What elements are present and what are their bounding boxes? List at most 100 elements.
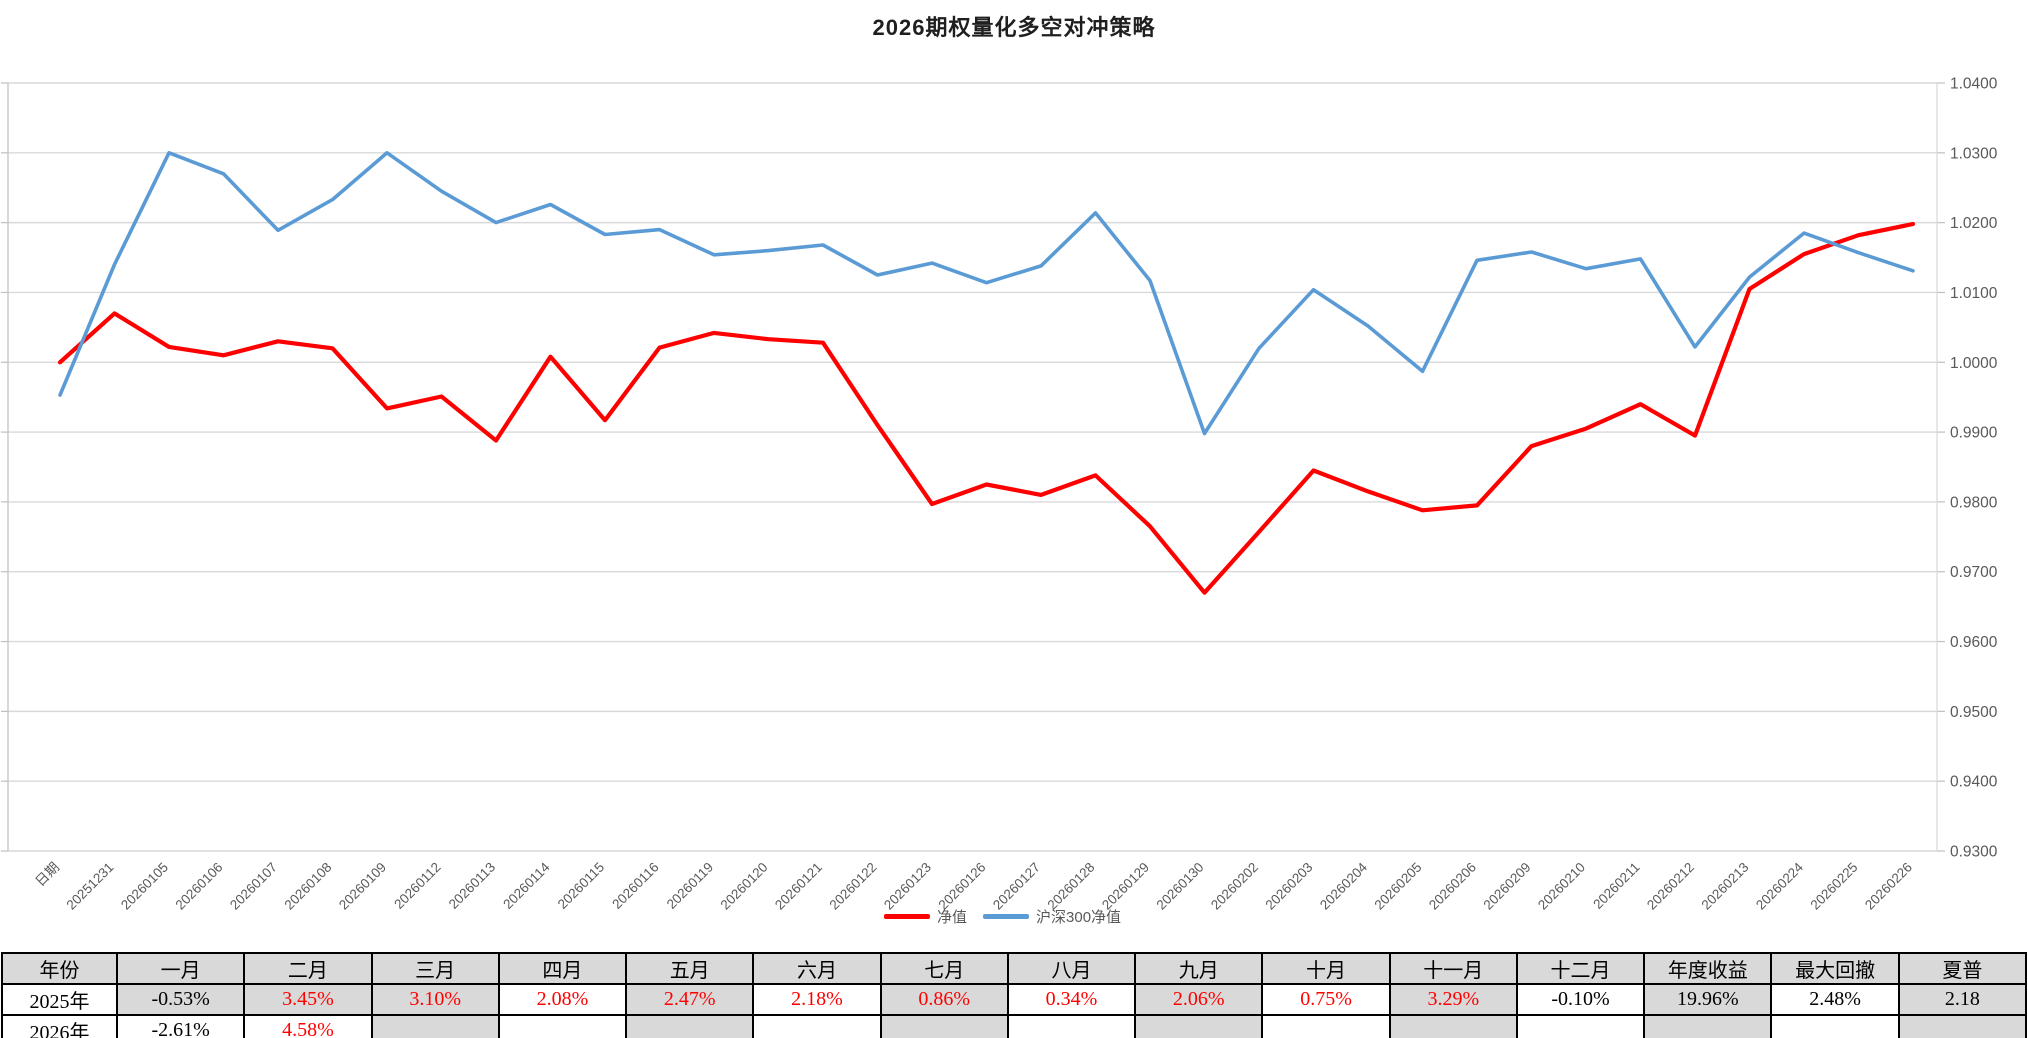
table-col-header: 三月	[370, 952, 500, 985]
return-cell: 3.45%	[243, 983, 373, 1016]
return-cell	[1897, 1014, 2028, 1038]
svg-text:20260122: 20260122	[827, 860, 880, 913]
nav-line-series	[57, 221, 1916, 595]
svg-text:20260213: 20260213	[1699, 860, 1752, 913]
legend-item-nav: 净值	[884, 906, 967, 927]
year-cell: 2025年	[1, 983, 118, 1016]
return-cell: -0.53%	[115, 983, 246, 1016]
table-col-header: 九月	[1134, 952, 1264, 985]
svg-text:20260204: 20260204	[1317, 859, 1370, 912]
svg-text:20260119: 20260119	[664, 860, 716, 912]
gridlines	[1, 82, 1945, 852]
svg-text:20260105: 20260105	[118, 860, 171, 913]
return-cell	[625, 1014, 755, 1038]
return-cell: 3.10%	[370, 983, 500, 1016]
table-col-header: 最大回撤	[1770, 952, 1900, 985]
year-cell: 2026年	[1, 1014, 118, 1038]
return-cell: 2.47%	[625, 983, 755, 1016]
return-cell	[1770, 1014, 1900, 1038]
svg-text:20260123: 20260123	[881, 860, 934, 913]
svg-text:1.0200: 1.0200	[1950, 215, 1998, 232]
svg-text:20260225: 20260225	[1808, 860, 1861, 913]
svg-text:20260203: 20260203	[1263, 860, 1316, 913]
return-cell: 2.18%	[752, 983, 882, 1016]
svg-text:20260129: 20260129	[1099, 860, 1152, 913]
table-col-header: 十一月	[1388, 952, 1518, 985]
y-axis-labels: 1.0400 1.0300 1.0200 1.0100 1.0000 0.9900 0.98…	[1950, 76, 1998, 861]
svg-text:20260115: 20260115	[555, 860, 607, 912]
monthly-returns-header: 年份 一月 二月 三月 四月 五月 六月 七月 八月 九月 十月 十一月 十二月 年度收益 最大回撤 夏普	[1, 952, 2028, 985]
svg-text:20260202: 20260202	[1208, 860, 1261, 913]
return-cell	[1388, 1014, 1518, 1038]
svg-text:1.0300: 1.0300	[1950, 145, 1998, 162]
legend-label-nav: 净值	[937, 909, 968, 926]
legend-item-index: 沪深300净值	[983, 906, 1121, 927]
svg-text:20260205: 20260205	[1372, 860, 1425, 913]
table-col-header: 十二月	[1515, 952, 1646, 985]
return-cell	[497, 1014, 628, 1038]
table-col-header: 年份	[1, 952, 118, 985]
return-cell: 2.18	[1897, 983, 2028, 1016]
svg-text:20260106: 20260106	[173, 860, 226, 913]
svg-text:20260211: 20260211	[1590, 860, 1642, 912]
svg-text:1.0400: 1.0400	[1950, 76, 1998, 93]
table-col-header: 年度收益	[1643, 952, 1773, 985]
svg-text:20260108: 20260108	[282, 860, 335, 913]
svg-text:20260226: 20260226	[1862, 860, 1915, 913]
svg-text:0.9400: 0.9400	[1950, 774, 1998, 791]
svg-text:20260121: 20260121	[772, 860, 825, 913]
return-cell	[370, 1014, 500, 1038]
svg-text:20260113: 20260113	[446, 860, 498, 912]
svg-text:20251231: 20251231	[64, 860, 117, 913]
table-col-header: 六月	[752, 952, 882, 985]
table-col-header: 二月	[243, 952, 373, 985]
svg-text:20260130: 20260130	[1154, 860, 1207, 913]
return-cell	[1006, 1014, 1137, 1038]
svg-text:20260109: 20260109	[336, 860, 389, 913]
chart-title: 2026期权量化多空对冲策略	[872, 15, 1156, 40]
svg-text:日期: 日期	[32, 860, 62, 890]
svg-text:20260206: 20260206	[1426, 860, 1479, 913]
table-col-header: 八月	[1006, 952, 1137, 985]
table-col-header: 夏普	[1897, 952, 2028, 985]
svg-text:20260107: 20260107	[227, 860, 280, 913]
return-cell: 2.48%	[1770, 983, 1900, 1016]
svg-text:20260128: 20260128	[1045, 860, 1098, 913]
svg-text:1.0100: 1.0100	[1950, 285, 1998, 302]
svg-text:20260116: 20260116	[609, 860, 661, 912]
nav-line-chart: 1.0400 1.0300 1.0200 1.0100 1.0000 0.9900 0.98…	[1, 76, 1998, 913]
svg-text:0.9800: 0.9800	[1950, 494, 1998, 511]
svg-text:20260120: 20260120	[718, 860, 771, 913]
table-col-header: 一月	[115, 952, 246, 985]
return-cell	[1515, 1014, 1646, 1038]
return-cell: 19.96%	[1643, 983, 1773, 1016]
return-cell	[879, 1014, 1009, 1038]
return-cell	[752, 1014, 882, 1038]
return-cell: -2.61%	[115, 1014, 246, 1038]
return-cell	[1643, 1014, 1773, 1038]
return-cell: 3.29%	[1388, 983, 1518, 1016]
return-cell	[1134, 1014, 1264, 1038]
svg-text:20260112: 20260112	[391, 860, 443, 912]
svg-text:20260209: 20260209	[1481, 860, 1534, 913]
svg-text:0.9500: 0.9500	[1950, 704, 1998, 721]
legend-label-index: 沪深300净值	[1036, 909, 1122, 926]
svg-text:0.9600: 0.9600	[1950, 634, 1998, 651]
return-cell: 2.06%	[1134, 983, 1264, 1016]
svg-text:20260127: 20260127	[990, 860, 1043, 913]
svg-text:20260224: 20260224	[1753, 859, 1806, 912]
svg-text:20260126: 20260126	[936, 860, 989, 913]
return-cell: 2.08%	[497, 983, 628, 1016]
table-row: 2025年 -0.53% 3.45% 3.10% 2.08% 2.47% 2.18% 0.86…	[1, 983, 2028, 1016]
return-cell: -0.10%	[1515, 983, 1646, 1016]
svg-text:20260212: 20260212	[1644, 860, 1697, 913]
x-axis-labels: 日期 20251231 20260105 20260106 20260107 202601…	[32, 859, 1915, 912]
svg-text:1.0000: 1.0000	[1950, 355, 1998, 372]
index-line-swatch-icon	[983, 914, 1030, 919]
table-col-header: 四月	[497, 952, 628, 985]
svg-text:0.9900: 0.9900	[1950, 425, 1998, 442]
svg-text:0.9700: 0.9700	[1950, 564, 1998, 581]
chart-legend: 净值 沪深300净值	[884, 906, 1121, 927]
nav-line-swatch-icon	[884, 914, 930, 919]
